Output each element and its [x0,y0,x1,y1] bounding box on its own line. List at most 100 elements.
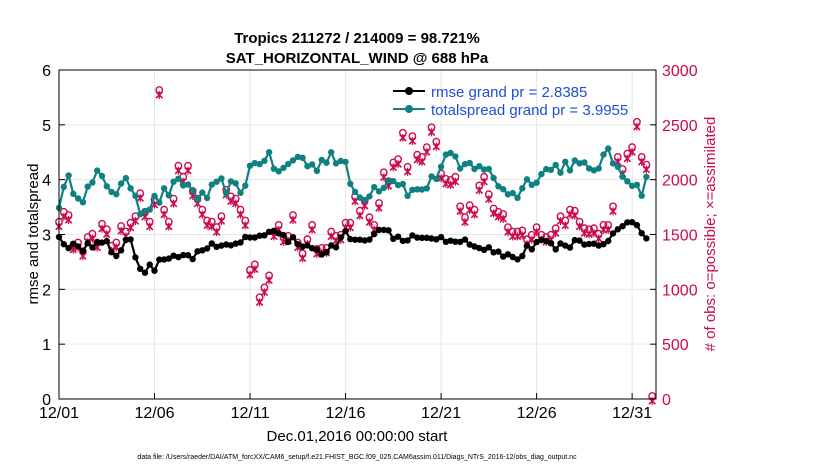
spread-point [237,189,244,196]
x-tick-label: 12/31 [612,405,652,422]
obs-assimilated-marker [174,166,183,175]
spread-point [433,175,440,182]
spread-point [337,157,344,165]
spread-point [361,197,368,204]
spread-point [79,199,87,206]
rmse-point [98,239,106,246]
y2-tick-label: 1500 [662,228,698,245]
rmse-point [380,226,387,234]
spread-point [356,194,364,201]
spread-point [170,178,177,185]
spread-point [628,182,636,190]
spread-point [585,165,593,172]
obs-assimilated-marker [375,204,383,212]
obs-assimilated-marker [423,148,431,157]
spread-point [543,165,550,173]
rmse-point [514,256,521,263]
spread-point [490,174,497,182]
spread-point [590,167,598,174]
tick-layer: 0 1 2 3 4 5 6 0 500 1000 1500 2000 2500 3000 12/01 12/0… [39,63,698,422]
rmse-point [528,246,535,253]
rmse-point [60,241,67,248]
rmse-point [342,227,349,235]
rmse-point [108,249,115,256]
rmse-point [605,237,612,245]
rmse-point [552,246,559,253]
spread-point [256,160,263,168]
x-tick-label: 12/26 [517,405,557,422]
rmse-point [323,249,330,256]
rmse-point [433,236,440,243]
spread-point [132,192,139,199]
obs-assimilated-marker [131,217,140,226]
rmse-point [203,245,211,252]
legend-rmse-marker [405,87,413,95]
obs-assimilated-marker [470,210,479,219]
obs-assimilated-marker [418,157,426,166]
rmse-point [265,228,273,235]
obs-assimilated-marker [145,222,154,231]
rmse-point [294,241,301,248]
rmse-point [375,226,383,234]
rmse-point [447,237,454,244]
spread-point [547,166,555,173]
spread-point [332,160,340,167]
spread-point [218,175,225,182]
obs-assimilated-marker [103,230,111,239]
spread-point [189,187,196,194]
rmse-point [337,234,344,241]
spread-point [643,173,650,181]
spread-point [65,172,72,179]
spread-point [600,151,607,158]
rmse-point [132,254,139,261]
spread-point [175,175,182,182]
spread-point [289,157,297,164]
rmse-point [566,244,574,251]
spread-point [595,165,602,172]
obs-assimilated-marker [265,276,273,285]
rmse-point [538,236,545,243]
rmse-point [519,252,526,260]
legend-rmse-label: rmse grand pr = 2.8385 [431,84,587,101]
spread-point [203,194,211,202]
rmse-point [156,256,163,263]
y-tick-label: 2 [42,282,51,299]
obs-assimilated-marker [609,207,617,216]
rmse-point [251,234,258,241]
obs-assimilated-marker [251,265,259,274]
rmse-point [356,236,364,243]
rmse-point [94,239,101,246]
rmse-point [495,248,502,255]
rmse-point [437,233,445,241]
chart-title: Tropics 211272 / 214009 = 98.721% [234,30,480,47]
spread-point [74,195,82,202]
rmse-point [74,243,82,250]
obs-assimilated-marker [394,160,402,169]
rmse-point [471,243,478,250]
rmse-point [308,245,316,252]
spread-point [581,159,588,166]
obs-assimilated-marker [475,186,484,195]
rmse-point [466,241,473,248]
spread-point [242,182,249,189]
spread-point [347,180,354,187]
obs-assimilated-marker [432,142,441,151]
spread-point [447,149,454,157]
spread-point [375,188,383,195]
rmse-point [366,236,373,243]
spread-point [127,185,134,192]
spread-point [151,192,158,200]
spread-point [414,186,421,193]
spread-point [180,182,187,189]
spread-point [89,179,96,186]
rmse-point [199,247,206,254]
rmse-point [476,244,483,252]
y2-tick-label: 0 [662,392,671,409]
rmse-point [509,253,516,261]
spread-point [261,157,268,164]
rmse-point [141,269,149,276]
spread-point [409,186,416,193]
obs-assimilated-marker [628,148,636,157]
